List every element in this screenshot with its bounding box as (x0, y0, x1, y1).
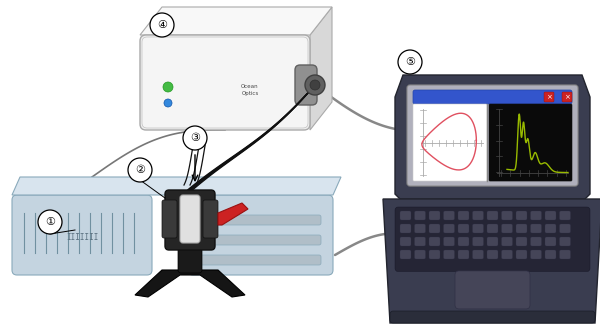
FancyBboxPatch shape (400, 211, 411, 220)
FancyBboxPatch shape (487, 224, 498, 233)
Polygon shape (383, 199, 600, 323)
FancyBboxPatch shape (415, 224, 425, 233)
FancyBboxPatch shape (458, 211, 469, 220)
FancyBboxPatch shape (530, 237, 542, 246)
FancyBboxPatch shape (429, 237, 440, 246)
Text: ×: × (546, 94, 552, 100)
FancyBboxPatch shape (516, 224, 527, 233)
FancyBboxPatch shape (473, 224, 484, 233)
FancyBboxPatch shape (502, 237, 512, 246)
FancyBboxPatch shape (200, 215, 321, 225)
FancyBboxPatch shape (473, 250, 484, 259)
FancyBboxPatch shape (407, 85, 578, 186)
FancyBboxPatch shape (390, 311, 595, 323)
FancyBboxPatch shape (140, 35, 310, 130)
FancyBboxPatch shape (458, 224, 469, 233)
FancyBboxPatch shape (165, 190, 215, 250)
FancyBboxPatch shape (545, 211, 556, 220)
FancyBboxPatch shape (560, 224, 571, 233)
FancyBboxPatch shape (443, 224, 455, 233)
FancyBboxPatch shape (415, 237, 425, 246)
FancyBboxPatch shape (545, 237, 556, 246)
FancyBboxPatch shape (516, 250, 527, 259)
FancyBboxPatch shape (429, 250, 440, 259)
FancyBboxPatch shape (413, 90, 572, 104)
FancyBboxPatch shape (443, 237, 455, 246)
FancyBboxPatch shape (180, 195, 200, 243)
Text: Ocean
Optics: Ocean Optics (241, 84, 259, 96)
FancyBboxPatch shape (560, 250, 571, 259)
Polygon shape (140, 7, 332, 35)
FancyBboxPatch shape (487, 211, 498, 220)
FancyBboxPatch shape (413, 104, 487, 181)
FancyBboxPatch shape (502, 250, 512, 259)
Polygon shape (395, 75, 590, 199)
FancyBboxPatch shape (458, 237, 469, 246)
FancyBboxPatch shape (545, 250, 556, 259)
FancyBboxPatch shape (489, 104, 572, 181)
FancyBboxPatch shape (455, 271, 530, 309)
Circle shape (163, 82, 173, 92)
FancyBboxPatch shape (502, 211, 512, 220)
Circle shape (310, 80, 320, 90)
FancyBboxPatch shape (544, 92, 554, 102)
FancyBboxPatch shape (560, 211, 571, 220)
Text: ③: ③ (190, 133, 200, 143)
Circle shape (183, 126, 207, 150)
Circle shape (164, 99, 172, 107)
FancyBboxPatch shape (178, 245, 202, 273)
Polygon shape (218, 203, 248, 225)
Text: ⑤: ⑤ (405, 57, 415, 67)
FancyBboxPatch shape (473, 237, 484, 246)
FancyBboxPatch shape (395, 207, 590, 272)
Circle shape (150, 13, 174, 37)
FancyBboxPatch shape (516, 211, 527, 220)
FancyBboxPatch shape (400, 237, 411, 246)
FancyBboxPatch shape (200, 255, 321, 265)
FancyBboxPatch shape (295, 65, 317, 105)
FancyBboxPatch shape (530, 250, 542, 259)
FancyBboxPatch shape (530, 224, 542, 233)
FancyBboxPatch shape (200, 235, 321, 245)
Circle shape (305, 75, 325, 95)
Polygon shape (12, 177, 341, 195)
FancyBboxPatch shape (188, 195, 333, 275)
Circle shape (38, 210, 62, 234)
FancyBboxPatch shape (142, 37, 308, 128)
FancyBboxPatch shape (400, 224, 411, 233)
Text: ×: × (564, 94, 570, 100)
FancyBboxPatch shape (562, 92, 572, 102)
FancyBboxPatch shape (545, 224, 556, 233)
Text: ②: ② (135, 165, 145, 175)
FancyBboxPatch shape (429, 224, 440, 233)
FancyBboxPatch shape (530, 211, 542, 220)
FancyBboxPatch shape (415, 211, 425, 220)
FancyBboxPatch shape (458, 250, 469, 259)
FancyBboxPatch shape (429, 211, 440, 220)
Circle shape (398, 50, 422, 74)
Text: ①: ① (45, 217, 55, 227)
Text: IIIIIII: IIIIIII (66, 233, 98, 241)
FancyBboxPatch shape (162, 200, 177, 238)
Text: ④: ④ (157, 20, 167, 30)
FancyBboxPatch shape (400, 250, 411, 259)
FancyBboxPatch shape (415, 250, 425, 259)
Circle shape (128, 158, 152, 182)
FancyBboxPatch shape (12, 195, 152, 275)
FancyBboxPatch shape (502, 224, 512, 233)
Polygon shape (135, 270, 245, 297)
FancyBboxPatch shape (443, 250, 455, 259)
FancyBboxPatch shape (487, 250, 498, 259)
FancyBboxPatch shape (203, 200, 218, 238)
Polygon shape (310, 7, 332, 130)
FancyBboxPatch shape (487, 237, 498, 246)
FancyBboxPatch shape (473, 211, 484, 220)
FancyBboxPatch shape (560, 237, 571, 246)
FancyBboxPatch shape (443, 211, 455, 220)
FancyBboxPatch shape (516, 237, 527, 246)
